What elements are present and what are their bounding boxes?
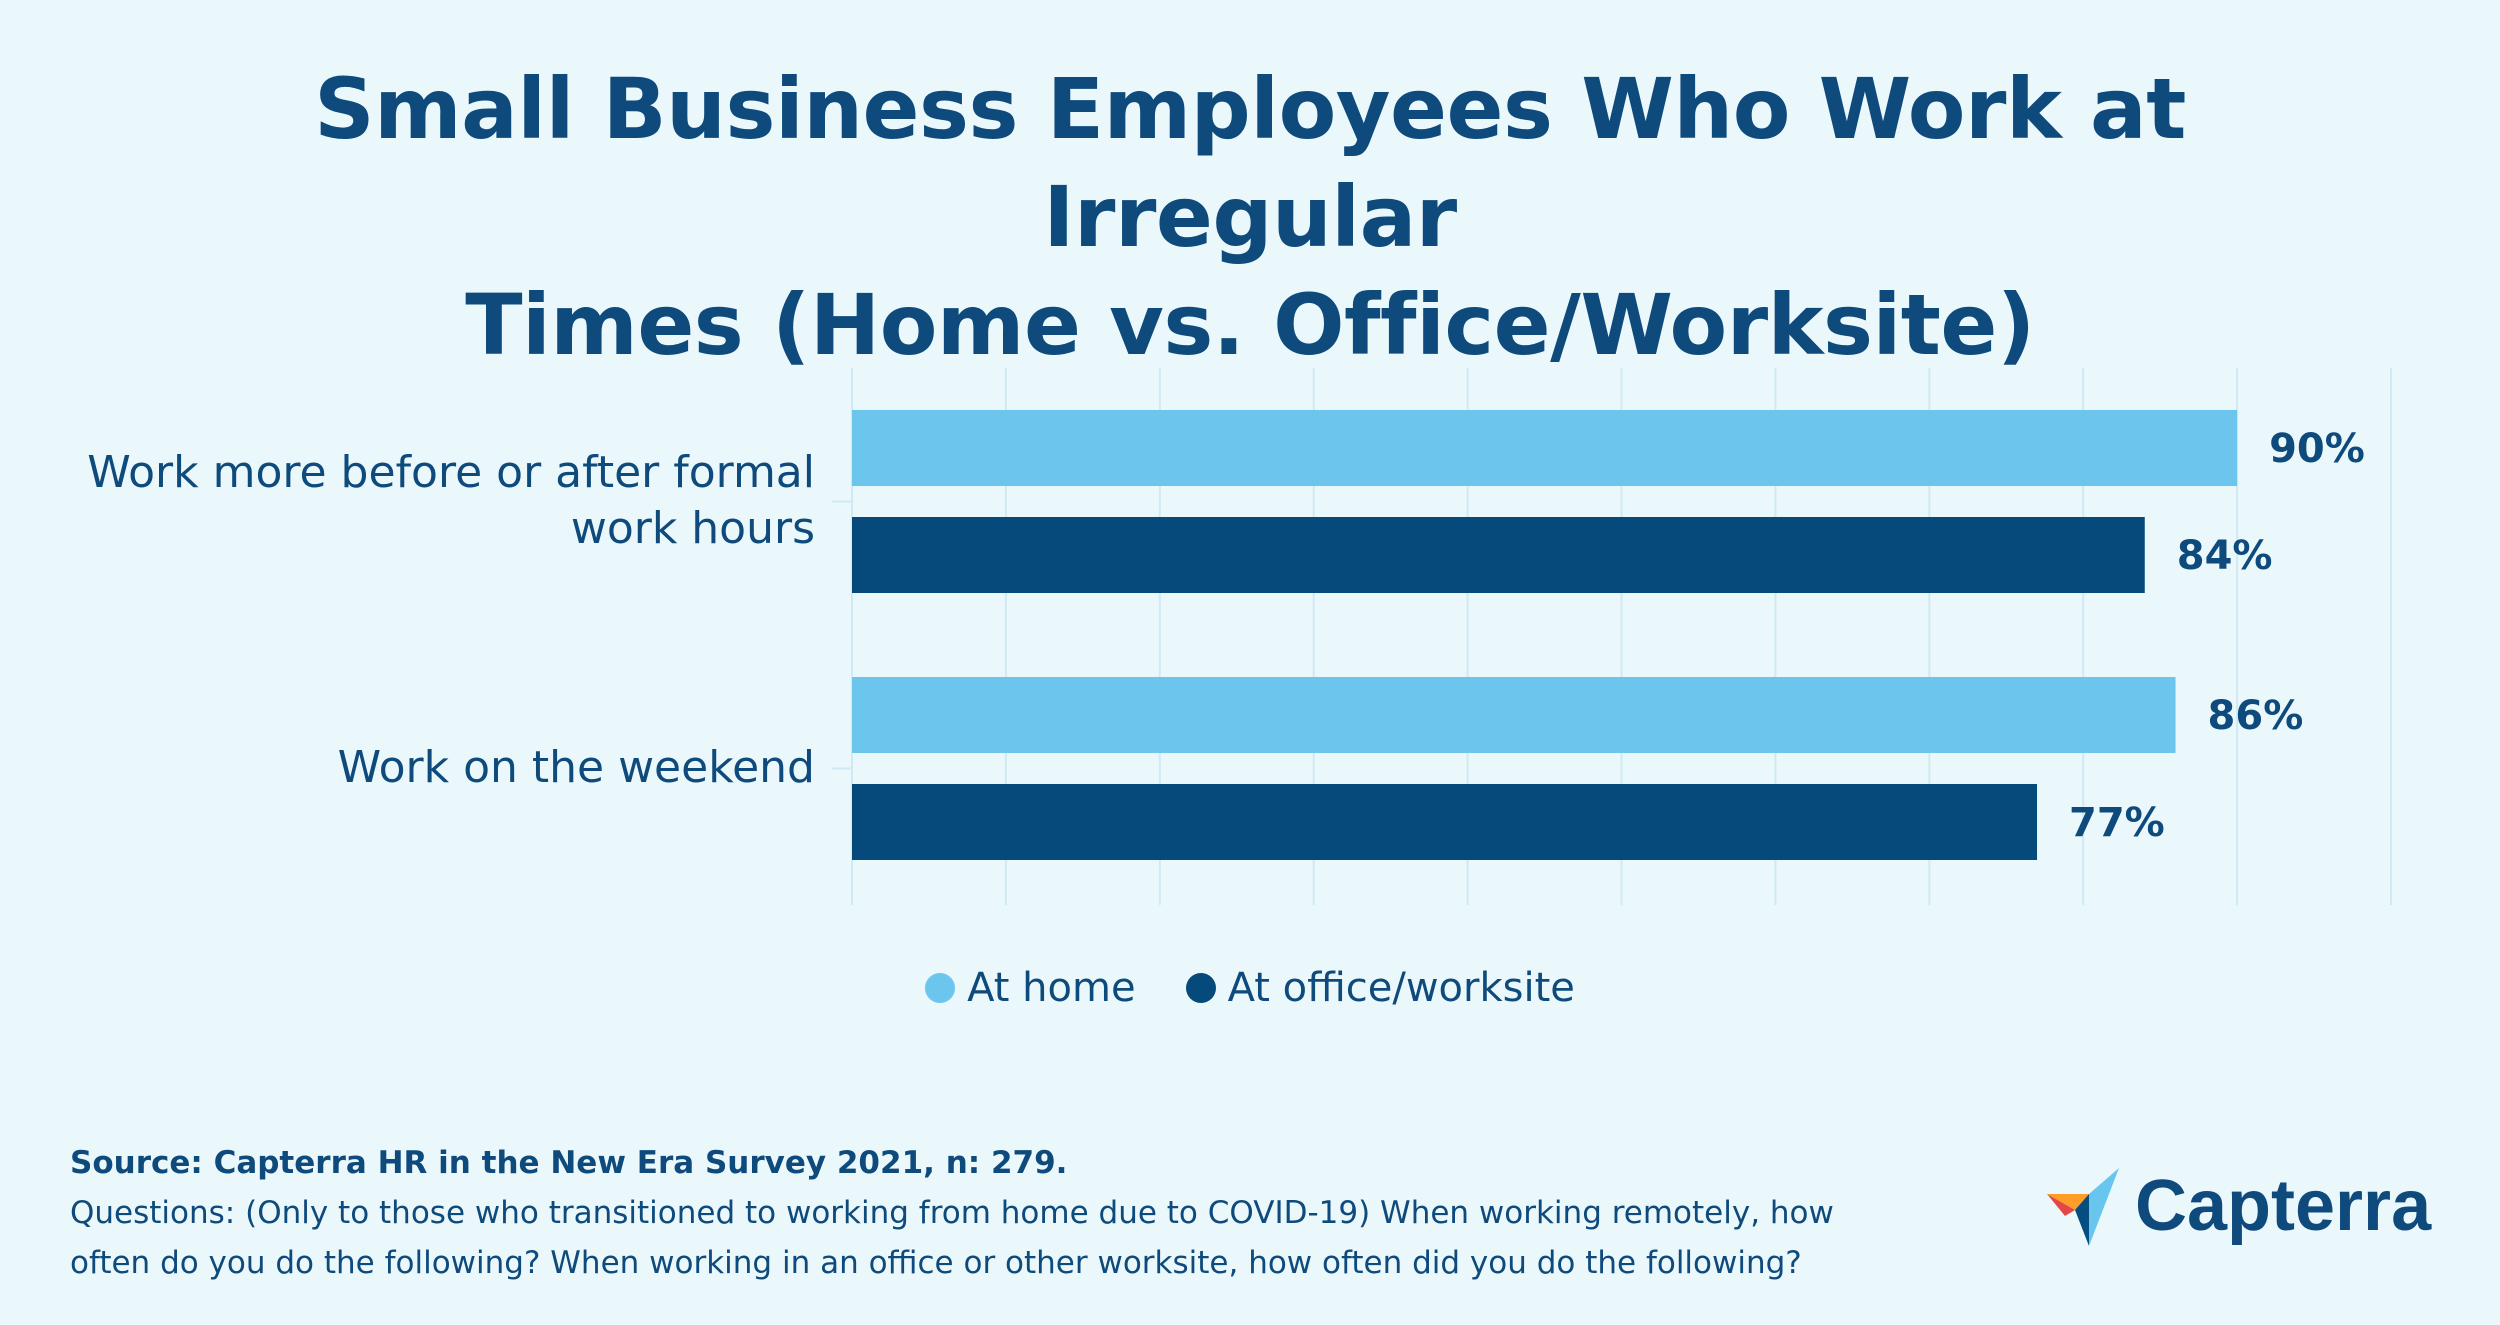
bar-at-office xyxy=(852,517,2145,593)
category-label-line: Work on the weekend xyxy=(337,742,815,793)
legend-dot-at-office xyxy=(1185,973,1216,1003)
category-label-line: Work more before or after formal xyxy=(87,447,815,498)
source-note: Source: Capterra HR in the New Era Surve… xyxy=(70,1138,1870,1288)
data-label: 84% xyxy=(2177,533,2273,579)
legend-label: At office/worksite xyxy=(1227,965,1575,1011)
category-label-line: work hours xyxy=(570,503,815,554)
legend-item-at-office: At office/worksite xyxy=(1185,965,1575,1011)
capterra-logo: Capterra xyxy=(2045,1165,2431,1247)
bar-at-home xyxy=(852,410,2238,486)
source-text-line: Questions: (Only to those who transition… xyxy=(70,1195,1834,1231)
bar-at-office xyxy=(852,784,2038,860)
chart-legend: At home At office/worksite xyxy=(0,965,2500,1011)
data-label: 77% xyxy=(2069,800,2165,846)
chart-title-line-2: Times (Home vs. Office/Worksite) xyxy=(465,276,2035,374)
source-title: Source: Capterra HR in the New Era Surve… xyxy=(70,1145,1068,1181)
legend-label: At home xyxy=(967,965,1136,1011)
legend-item-at-home: At home xyxy=(925,965,1136,1011)
source-text-line: often do you do the following? When work… xyxy=(70,1245,1802,1281)
chart-title-line-1: Small Business Employees Who Work at Irr… xyxy=(314,60,2186,266)
data-label: 86% xyxy=(2208,693,2304,739)
data-label: 90% xyxy=(2269,426,2365,472)
category-label-before-after-hours: Work more before or after formal work ho… xyxy=(87,445,815,557)
capterra-logo-text: Capterra xyxy=(2135,1166,2432,1246)
bar-at-home xyxy=(852,677,2176,753)
capterra-logo-icon xyxy=(2047,1168,2119,1246)
category-label-weekend: Work on the weekend xyxy=(338,740,815,796)
chart-title: Small Business Employees Who Work at Irr… xyxy=(100,55,2400,379)
bar-chart: 90% 84% 86% 77% xyxy=(832,368,2392,905)
legend-dot-at-home xyxy=(925,973,956,1003)
